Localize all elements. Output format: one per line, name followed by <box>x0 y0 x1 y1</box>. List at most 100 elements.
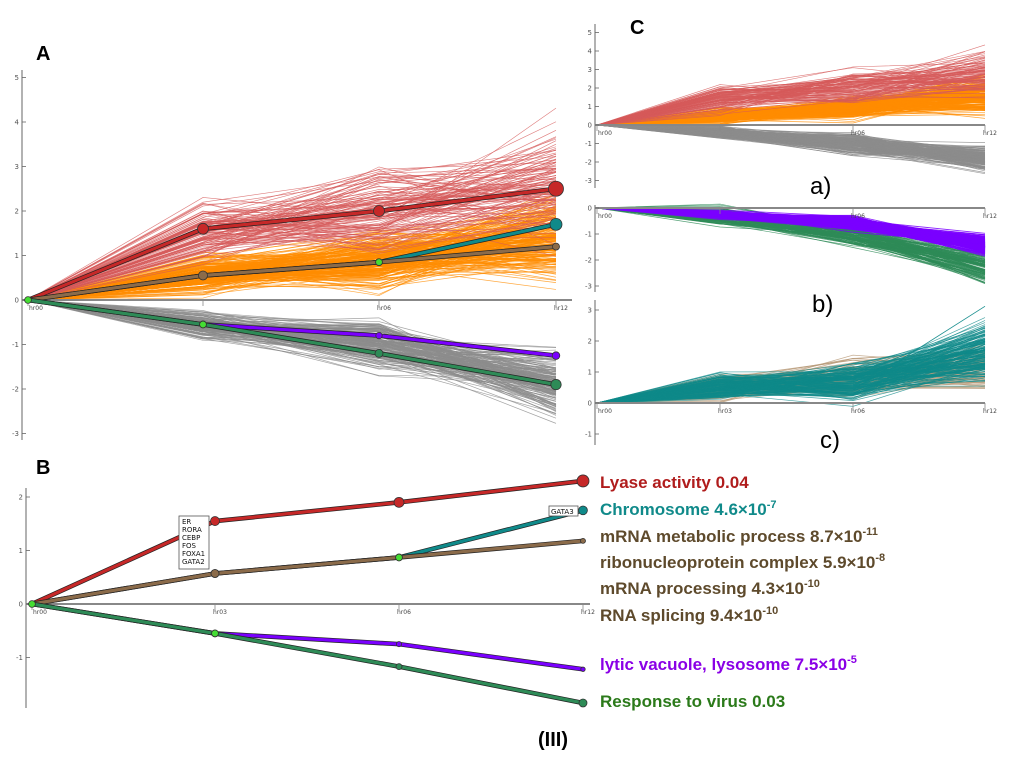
y-tick-label: 1 <box>15 252 19 260</box>
x-tick-label: hr12 <box>983 408 997 415</box>
y-tick-label: 1 <box>588 369 592 377</box>
tf-label: CEBP <box>182 534 200 542</box>
bundle-red <box>27 193 557 301</box>
x-tick-label: hr00 <box>598 130 612 137</box>
data-point-green <box>578 698 588 708</box>
x-tick-label: hr06 <box>397 609 411 616</box>
bundle-red <box>27 191 557 301</box>
bundle-red <box>27 168 557 301</box>
bundle-gray <box>596 124 986 162</box>
y-tick-label: 2 <box>15 208 19 216</box>
bundle-red <box>27 182 557 301</box>
series-line-outline <box>31 538 584 607</box>
y-tick-label: -1 <box>12 341 19 349</box>
bundle-red <box>596 70 986 126</box>
mean-profiles <box>24 180 590 708</box>
annotation-lysosome: lytic vacuole, lysosome 7.5×10-5 <box>600 654 857 674</box>
y-tick-label: -1 <box>585 231 592 239</box>
bundle-orange <box>27 212 557 301</box>
data-point-red <box>548 180 564 197</box>
bundle-red <box>596 66 986 126</box>
series-line-green <box>27 298 557 387</box>
data-point-red <box>210 516 220 526</box>
data-point-brown <box>210 569 220 578</box>
bundle-red <box>27 190 557 301</box>
y-tick-label: 5 <box>15 74 19 82</box>
bundle-orange <box>27 259 557 301</box>
bundle-teal <box>596 360 986 404</box>
x-tick-label: hr00 <box>598 213 612 220</box>
bundle-red <box>27 219 557 301</box>
y-tick-label: -3 <box>585 283 592 291</box>
data-point-green <box>395 663 403 670</box>
y-tick-label: 2 <box>19 494 23 502</box>
bundle-teal <box>596 345 986 404</box>
bundle-red <box>27 195 557 301</box>
bundle-gray <box>596 124 986 161</box>
bundle-red <box>596 58 986 126</box>
x-tick-label: hr06 <box>851 408 865 415</box>
sub-label-c: c) <box>820 427 840 454</box>
data-point-brown <box>580 537 586 544</box>
bundle-purple <box>596 207 986 244</box>
y-tick-label: -1 <box>16 654 23 662</box>
x-tick-label: hr06 <box>851 213 865 220</box>
bundle-teal <box>596 346 986 404</box>
x-tick-label: hr03 <box>718 408 732 415</box>
series-line-outline <box>31 478 584 607</box>
panel-label-B: B <box>36 457 50 479</box>
tf-label: RORA <box>182 526 202 534</box>
annotation-response-virus: Response to virus 0.03 <box>600 692 785 711</box>
data-point-purple <box>375 331 383 340</box>
data-point-green <box>374 348 384 358</box>
annotation-rna-splicing: RNA splicing 9.4×10-10 <box>600 605 778 625</box>
annotation-mrna-processing: mRNA processing 4.3×10-10 <box>600 578 820 598</box>
y-tick-label: -1 <box>585 431 592 439</box>
sub-label-b: b) <box>812 291 833 318</box>
x-tick-label: hr12 <box>983 130 997 137</box>
x-tick-label: hr00 <box>33 609 47 616</box>
bundle-gray <box>596 124 986 175</box>
data-point-purple <box>551 351 561 360</box>
tf-box-hr12 <box>548 505 579 517</box>
y-tick-label: 4 <box>15 119 20 127</box>
bundle-teal <box>596 367 986 404</box>
annotation-ribonucleoprotein: ribonucleoprotein complex 5.9×10-8 <box>600 552 885 572</box>
axes: -3 -2 -1 0 1 2 3 4 5 hr00 hr06 hr12 -1 0 1 2 hr00 hr03 hr0… <box>12 24 997 708</box>
y-tick-label: -3 <box>585 177 592 185</box>
data-point-red <box>393 496 405 508</box>
series-line-red <box>27 187 557 302</box>
y-tick-label: -3 <box>12 430 19 438</box>
tf-label: GATA2 <box>182 558 205 566</box>
data-point-origin <box>28 600 36 608</box>
y-tick-label: -1 <box>585 140 592 148</box>
bundle-orange <box>596 93 986 126</box>
series-line-red <box>31 479 584 606</box>
bundle-red <box>596 83 986 126</box>
data-point-brown <box>552 242 560 251</box>
data-point-green <box>199 320 207 329</box>
bundle-teal <box>596 327 986 404</box>
y-tick-label: 0 <box>588 400 592 408</box>
bundle-red <box>27 215 557 301</box>
bundle-red <box>596 73 986 126</box>
bundle-orange <box>27 216 557 301</box>
annotation-mrna-metabolic: mRNA metabolic process 8.7×10-11 <box>600 526 878 546</box>
bundle-orange <box>27 249 557 301</box>
bundle-teal <box>596 376 986 404</box>
data-point-red <box>373 205 385 217</box>
series-line-brown <box>27 245 557 302</box>
data-point-teal <box>549 217 563 231</box>
data-point-red <box>576 474 590 488</box>
bundle-red <box>27 159 557 301</box>
y-tick-label: 0 <box>588 205 592 213</box>
x-tick-label: hr06 <box>377 305 391 312</box>
bundle-teal <box>596 324 986 404</box>
y-tick-label: 1 <box>19 547 23 555</box>
x-tick-label: hr12 <box>581 609 595 616</box>
bundle-red <box>27 169 557 301</box>
y-tick-label: 0 <box>588 122 592 130</box>
x-tick-label: hr12 <box>983 213 997 220</box>
y-tick-label: 1 <box>588 103 592 111</box>
bundle-orange <box>27 260 557 301</box>
